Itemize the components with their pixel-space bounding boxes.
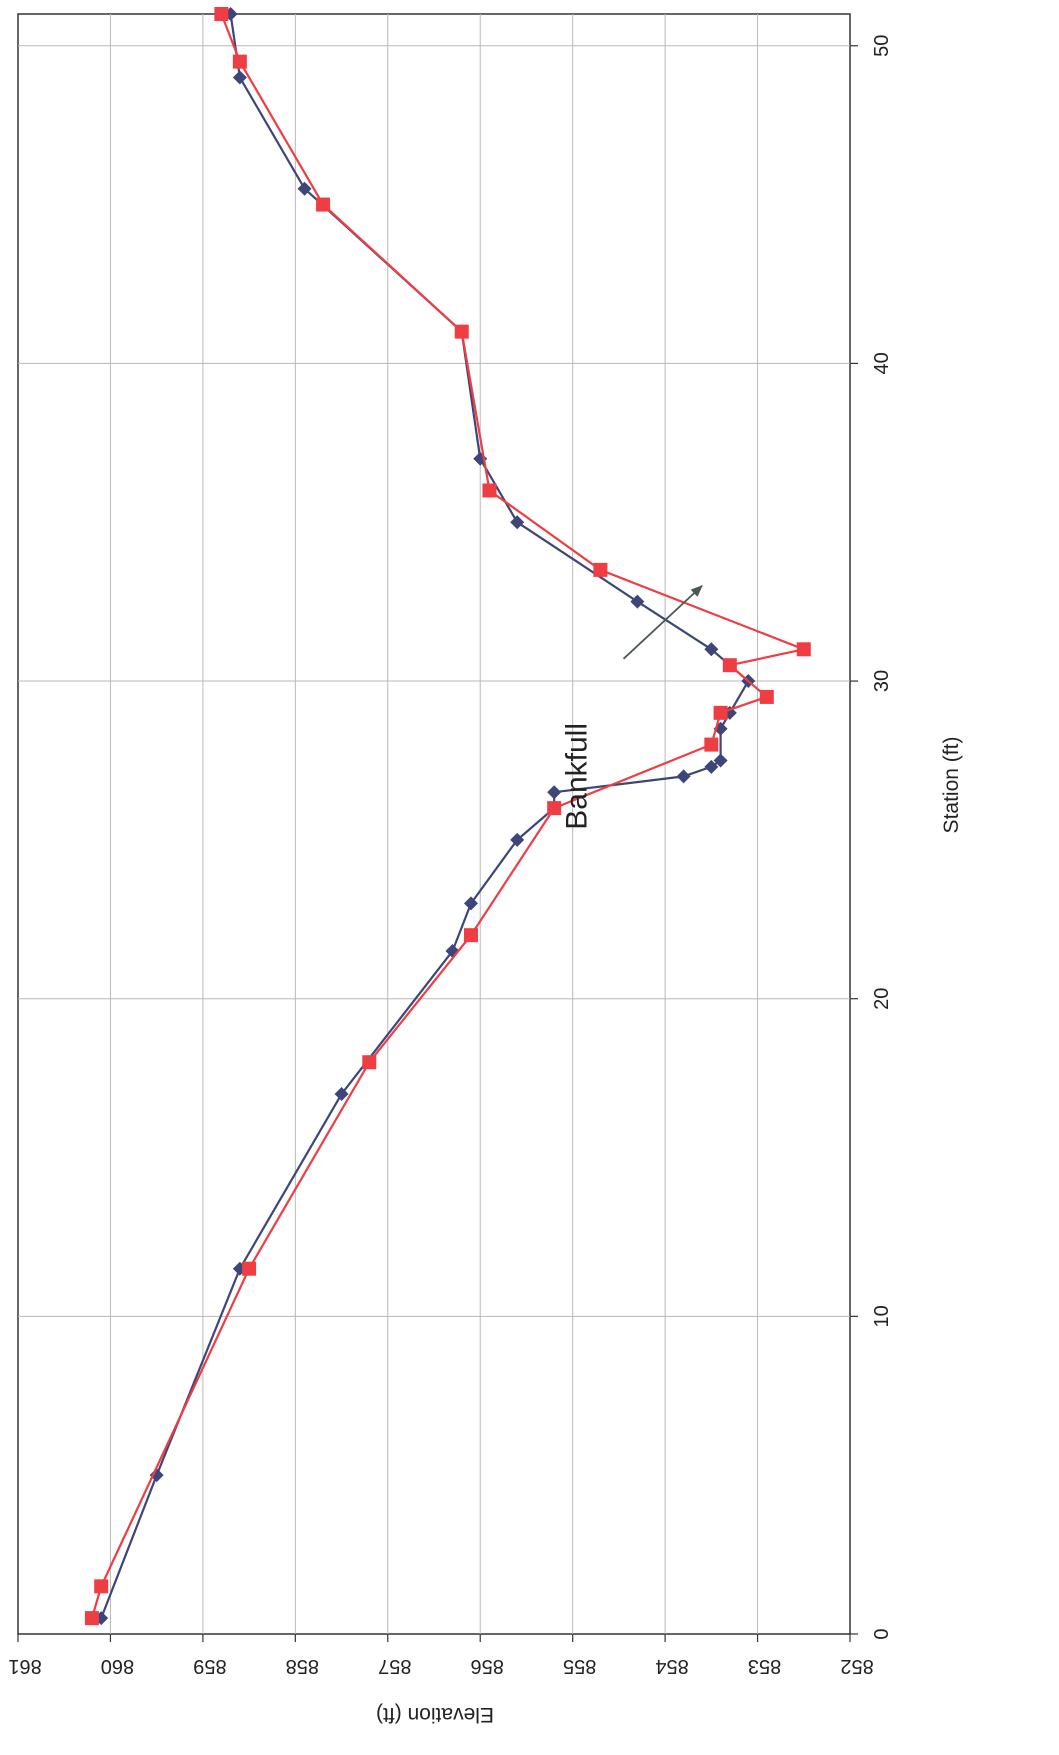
annotation-label: Bankfull bbox=[560, 723, 593, 830]
x-axis-title: Station (ft) bbox=[940, 737, 963, 834]
y-tick-label: 855 bbox=[563, 1655, 596, 1677]
series-layer bbox=[84, 7, 811, 1626]
horizontal-gridlines bbox=[109, 14, 759, 1634]
series-2-point bbox=[242, 1261, 257, 1276]
y-tick-label: 858 bbox=[286, 1655, 319, 1677]
series-2-point bbox=[796, 642, 811, 657]
series-2-point bbox=[482, 483, 497, 498]
series-2-point bbox=[463, 928, 478, 943]
series-1-point bbox=[510, 515, 525, 530]
series-1-point bbox=[510, 832, 525, 847]
series-1-point bbox=[463, 896, 478, 911]
series-1-point bbox=[547, 785, 562, 800]
x-axis-ticks: 0 10 20 30 40 50 bbox=[850, 35, 893, 1640]
series-1-point bbox=[149, 1468, 164, 1483]
y-tick-label: 861 bbox=[8, 1655, 41, 1677]
series-1-point bbox=[676, 769, 691, 784]
series-2-point bbox=[94, 1579, 109, 1594]
series-2-point bbox=[454, 324, 469, 339]
x-tick-label: 20 bbox=[871, 988, 893, 1010]
series-1-point bbox=[630, 594, 645, 609]
x-tick-label: 50 bbox=[871, 35, 893, 57]
x-tick-label: 30 bbox=[871, 670, 893, 692]
series-1-point bbox=[713, 753, 728, 768]
series-1-line bbox=[100, 13, 750, 1619]
y-tick-label: 860 bbox=[101, 1655, 134, 1677]
series-2-point bbox=[547, 801, 562, 816]
series-2-point bbox=[214, 7, 229, 21]
annotation-layer: Bankfull bbox=[560, 585, 703, 830]
series-2-point bbox=[713, 705, 728, 720]
annotation-arrow bbox=[622, 585, 703, 660]
series-2-point bbox=[84, 1611, 99, 1626]
series-2-point bbox=[316, 197, 331, 212]
series-1-point bbox=[334, 1087, 349, 1101]
series-1-point bbox=[704, 759, 719, 774]
series-1-point bbox=[704, 642, 719, 657]
series-2-point bbox=[704, 737, 719, 752]
vertical-gridlines bbox=[18, 45, 850, 1317]
y-tick-label: 857 bbox=[378, 1655, 411, 1677]
y-tick-label: 852 bbox=[840, 1655, 873, 1677]
series-2 bbox=[84, 7, 811, 1626]
x-tick-label: 40 bbox=[871, 352, 893, 374]
series-1-point bbox=[297, 181, 312, 196]
x-tick-label: 10 bbox=[871, 1305, 893, 1327]
series-2-point bbox=[759, 689, 774, 704]
x-tick-label: 0 bbox=[871, 1628, 893, 1639]
series-2-point bbox=[722, 658, 737, 673]
y-tick-label: 854 bbox=[655, 1655, 688, 1677]
y-axis-ticks: 852 853 854 855 856 857 858 859 860 861 bbox=[8, 1634, 874, 1677]
y-tick-label: 859 bbox=[193, 1655, 226, 1677]
plot-area bbox=[17, 13, 851, 1635]
series-2-point bbox=[232, 54, 247, 69]
series-1-point bbox=[232, 70, 247, 85]
series-2-point bbox=[362, 1055, 377, 1070]
series-2-point bbox=[593, 562, 608, 577]
y-axis-title: Elevation (ft) bbox=[376, 1703, 494, 1726]
y-tick-label: 856 bbox=[471, 1655, 504, 1677]
y-tick-label: 853 bbox=[748, 1655, 781, 1677]
